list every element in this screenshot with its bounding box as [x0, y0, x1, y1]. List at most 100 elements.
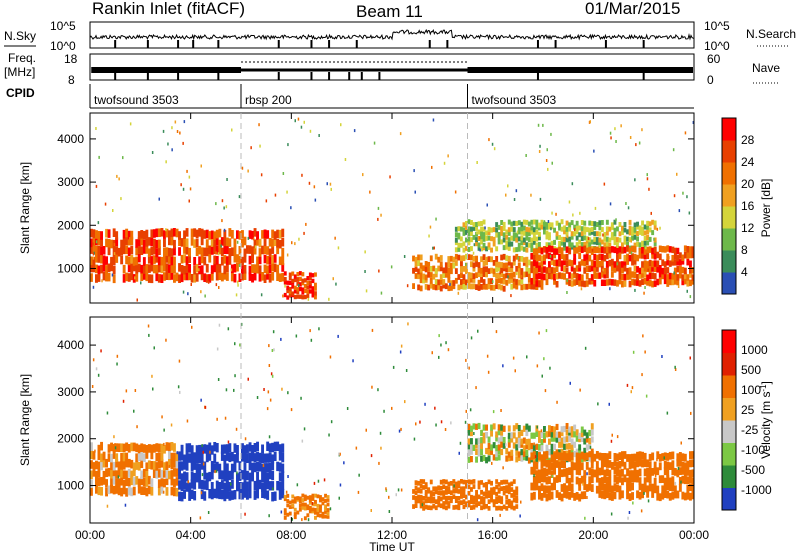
heatmap-cell: [403, 255, 406, 258]
heatmap-cell: [261, 488, 264, 498]
heatmap-cell: [145, 245, 149, 254]
heatmap-cell: [532, 283, 536, 290]
heatmap-cell: [673, 490, 677, 499]
heatmap-cell: [203, 444, 207, 454]
heatmap-cell: [535, 277, 539, 283]
heatmap-cell: [618, 252, 622, 260]
heatmap-cell: [127, 256, 131, 266]
heatmap-cell: [568, 454, 572, 462]
heatmap-cell: [628, 237, 632, 243]
heatmap-cell: [492, 410, 495, 414]
heatmap-cell: [658, 453, 662, 462]
heatmap-cell: [442, 272, 446, 278]
heatmap-cell: [147, 264, 151, 273]
heatmap-cell: [505, 499, 509, 505]
heatmap-cell: [651, 260, 655, 268]
heatmap-cell: [452, 280, 456, 286]
heatmap-cell: [636, 274, 639, 281]
heatmap-cell: [97, 236, 101, 246]
heatmap-cell: [210, 265, 214, 274]
heatmap-cell: [555, 460, 559, 468]
heatmap-cell: [678, 467, 682, 475]
heatmap-cell: [477, 494, 481, 500]
heatmap-cell: [190, 472, 194, 482]
heatmap-cell: [457, 232, 461, 238]
heatmap-cell: [653, 246, 657, 254]
heatmap-cell: [613, 453, 617, 461]
heatmap-cell: [165, 160, 167, 164]
heatmap-cell: [686, 289, 688, 293]
heatmap-cell: [207, 511, 210, 514]
colorbar-tick-label: -25: [741, 423, 759, 437]
heatmap-cell: [163, 272, 166, 281]
heatmap-cell: [301, 493, 305, 498]
heatmap-cell: [621, 225, 624, 231]
heatmap-cell: [110, 239, 113, 249]
heatmap-cell: [558, 431, 561, 438]
heatmap-cell: [545, 272, 549, 279]
heatmap-cell: [626, 253, 629, 261]
heatmap-cell: [598, 245, 601, 248]
heatmap-cell: [233, 263, 237, 273]
heatmap-cell: [689, 475, 692, 483]
heatmap-cell: [530, 247, 534, 253]
heatmap-cell: [522, 219, 526, 225]
heatmap-cell: [298, 284, 300, 287]
heatmap-cell: [621, 266, 624, 274]
heatmap-cell: [605, 236, 609, 242]
heatmap-cell: [424, 482, 428, 487]
heatmap-cell: [510, 504, 514, 510]
heatmap-cell: [580, 226, 584, 232]
heatmap-cell: [558, 222, 561, 228]
heatmap-cell: [263, 237, 267, 246]
heatmap-cell: [527, 283, 531, 290]
heatmap-cell: [435, 217, 437, 221]
heatmap-cell: [668, 483, 672, 491]
heatmap-cell: [543, 451, 546, 460]
heatmap-cell: [645, 394, 648, 398]
heatmap-cell: [241, 256, 244, 266]
heatmap-cell: [638, 272, 642, 279]
heatmap-cell: [462, 488, 466, 494]
colorbar-tick-label: 16: [741, 199, 755, 213]
freq-strip-frame: [89, 53, 695, 81]
heatmap-cell: [326, 508, 330, 512]
heatmap-cell: [97, 265, 101, 275]
heatmap-cell: [127, 230, 131, 240]
heatmap-cell: [691, 274, 695, 281]
heatmap-cell: [263, 264, 267, 274]
heatmap-cell: [626, 236, 629, 242]
heatmap-cell: [145, 478, 149, 487]
heatmap-cell: [470, 220, 473, 225]
heatmap-cell: [517, 220, 521, 226]
heatmap-cell: [460, 494, 463, 499]
heatmap-cell: [495, 283, 499, 289]
heatmap-cell: [646, 485, 650, 494]
heatmap-cell: [595, 246, 599, 253]
heatmap-cell: [568, 477, 572, 486]
heatmap-cell: [203, 247, 207, 257]
heatmap-cell: [193, 460, 197, 470]
heatmap-cell: [100, 461, 103, 471]
heatmap-cell: [663, 246, 667, 253]
heatmap-cell: [631, 453, 634, 462]
heatmap-cell: [318, 134, 320, 137]
heatmap-cell: [603, 279, 607, 286]
heatmap-cell: [470, 283, 473, 290]
heatmap-cell: [683, 252, 687, 259]
heatmap-cell: [525, 438, 529, 446]
heatmap-cell: [512, 259, 516, 266]
heatmap-cell: [598, 231, 602, 237]
x-tick-label: 04:00: [176, 528, 206, 542]
heatmap-cell: [268, 274, 272, 283]
heatmap-cell: [215, 251, 217, 255]
heatmap-cell: [530, 482, 534, 491]
heatmap-cell: [298, 237, 300, 241]
heatmap-cell: [550, 449, 554, 456]
heatmap-cell: [640, 509, 643, 513]
heatmap-cell: [580, 475, 584, 484]
heatmap-cell: [500, 220, 504, 225]
heatmap-cell: [462, 222, 466, 228]
heatmap-cell: [628, 219, 632, 225]
heatmap-cell: [117, 443, 121, 452]
